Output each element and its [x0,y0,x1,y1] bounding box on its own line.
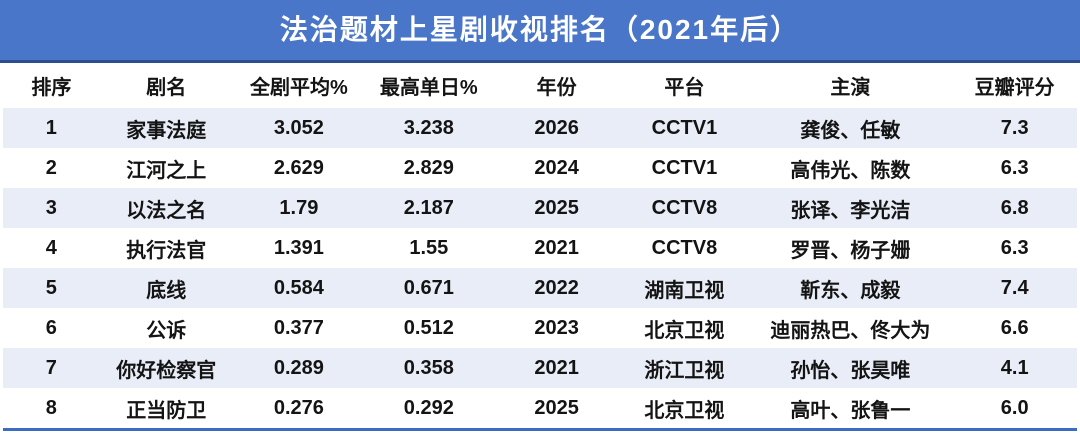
table-cell: 1.79 [279,196,319,219]
table-cell: 高伟光、陈数 [790,159,911,182]
table-row: 3 以法之名 1.79 2.187 2025 CCTV8 张译、李光洁 6.8 [3,188,1077,228]
table-cell: CCTV1 [651,156,718,179]
table-cell: 龚俊、任敏 [800,119,901,142]
table-cell: 3.238 [403,116,454,139]
table-cell: 6.3 [1000,156,1029,179]
table-cell: 0.276 [273,396,324,419]
table-cell: 2021 [534,356,579,379]
table-cell: 1.55 [409,236,449,259]
table-cell: 5 [45,276,57,299]
table-cell: 1.391 [273,236,324,259]
table-cell: 7.4 [1000,276,1029,299]
table-cell: 2021 [534,236,579,259]
table-cell: 0.512 [403,316,454,339]
table-cell: 你好检察官 [116,359,217,382]
page-title: 法治题材上星剧收视排名（2021年后） [279,14,801,45]
column-header-peak: 最高单日% [364,63,493,108]
table-cell: 0.292 [403,396,454,419]
table-cell: 6.3 [1000,236,1029,259]
table-cell: 家事法庭 [126,119,207,142]
table-cell: 0.289 [273,356,324,379]
table-cell: 2023 [534,316,579,339]
table-cell: 张译、李光洁 [790,199,911,222]
table-cell: 7.3 [1000,116,1029,139]
header-row: 排序 剧名 全剧平均% 最高单日% 年份 平台 主演 豆瓣评分 [3,63,1077,108]
table-cell: 孙怡、张昊唯 [790,359,911,382]
table-header: 排序 剧名 全剧平均% 最高单日% 年份 平台 主演 豆瓣评分 [3,63,1077,108]
table-cell: 6.8 [1000,196,1029,219]
table-cell: 4.1 [1000,356,1029,379]
table-cell: CCTV8 [651,236,718,259]
table-cell: 迪丽热巴、佟大为 [770,319,931,342]
table-cell: 7 [45,356,57,379]
table-cell: 2.829 [403,156,454,179]
table-cell: 公诉 [146,319,187,342]
table-row: 8 正当防卫 0.276 0.292 2025 北京卫视 高叶、张鲁一 6.0 [3,388,1077,428]
table-cell: 2.187 [403,196,454,219]
table-cell: 6.0 [1000,396,1029,419]
table-cell: 执行法官 [126,239,207,262]
column-header-name: 剧名 [99,63,233,108]
table-cell: 浙江卫视 [644,359,725,382]
column-header-platform: 平台 [620,63,749,108]
table-cell: 湖南卫视 [644,279,725,302]
table-row: 6 公诉 0.377 0.512 2023 北京卫视 迪丽热巴、佟大为 6.6 [3,308,1077,348]
table-cell: CCTV8 [651,196,718,219]
table-cell: 2 [45,156,57,179]
table-row: 1 家事法庭 3.052 3.238 2026 CCTV1 龚俊、任敏 7.3 [3,108,1077,148]
table-cell: 3.052 [273,116,324,139]
column-header-avg: 全剧平均% [232,63,365,108]
table-cell: 靳东、成毅 [800,279,901,302]
table-cell: 6 [45,316,57,339]
table-cell: 2024 [534,156,579,179]
column-header-score: 豆瓣评分 [952,63,1077,108]
table-cell: 2025 [534,396,579,419]
table-cell: 2026 [534,116,579,139]
table-cell: 4 [45,236,57,259]
table-cell: 0.377 [273,316,324,339]
table-cell: 江河之上 [126,159,207,182]
table-cell: 北京卫视 [644,319,725,342]
table-cell: 1 [45,116,57,139]
table-cell: 2.629 [273,156,324,179]
table-cell: 0.584 [273,276,324,299]
table-cell: 2022 [534,276,579,299]
table-row: 5 底线 0.584 0.671 2022 湖南卫视 靳东、成毅 7.4 [3,268,1077,308]
table-cell: 0.358 [403,356,454,379]
column-header-cast: 主演 [748,63,953,108]
ranking-table: 排序 剧名 全剧平均% 最高单日% 年份 平台 主演 豆瓣评分 1 家事法庭 3.0… [3,63,1077,428]
column-header-rank: 排序 [3,63,100,108]
table-row: 7 你好检察官 0.289 0.358 2021 浙江卫视 孙怡、张昊唯 4.1 [3,348,1077,388]
bottom-border-line [3,428,1077,431]
table-row: 2 江河之上 2.629 2.829 2024 CCTV1 高伟光、陈数 6.3 [3,148,1077,188]
table-cell: 北京卫视 [644,399,725,422]
column-header-year: 年份 [492,63,621,108]
table-cell: 3 [45,196,57,219]
table-cell: 8 [45,396,57,419]
table-cell: 6.6 [1000,316,1029,339]
table-cell: 高叶、张鲁一 [790,399,911,422]
table-body: 1 家事法庭 3.052 3.238 2026 CCTV1 龚俊、任敏 7.3 2 江河之上 2.6… [3,108,1077,428]
table-cell: 以法之名 [126,199,207,222]
table-cell: 正当防卫 [126,399,207,422]
table-cell: 罗晋、杨子姗 [790,239,911,262]
table-cell: 2025 [534,196,579,219]
title-banner: 法治题材上星剧收视排名（2021年后） [0,0,1080,63]
table-cell: 0.671 [403,276,454,299]
table-cell: 底线 [146,279,187,302]
table-cell: CCTV1 [651,116,718,139]
table-row: 4 执行法官 1.391 1.55 2021 CCTV8 罗晋、杨子姗 6.3 [3,228,1077,268]
